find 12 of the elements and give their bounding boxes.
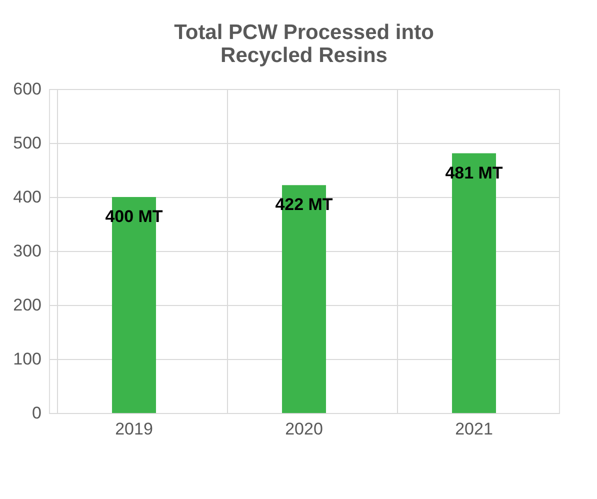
y-tick-label: 500 (13, 134, 42, 152)
y-tick-label: 0 (32, 404, 42, 422)
y-tick-label: 300 (13, 242, 42, 260)
y-tick-label: 200 (13, 296, 42, 314)
x-tick-label: 2020 (285, 420, 323, 438)
y-tick-label: 100 (13, 350, 42, 368)
text: Recycled Resins (220, 44, 388, 67)
x-tick-label: 2019 (115, 420, 153, 438)
y-tick-label: 400 (13, 188, 42, 206)
x-tick-label: 2021 (455, 420, 493, 438)
y-tick-label: 600 (13, 80, 42, 98)
text: Total PCW Processed into (174, 21, 434, 44)
